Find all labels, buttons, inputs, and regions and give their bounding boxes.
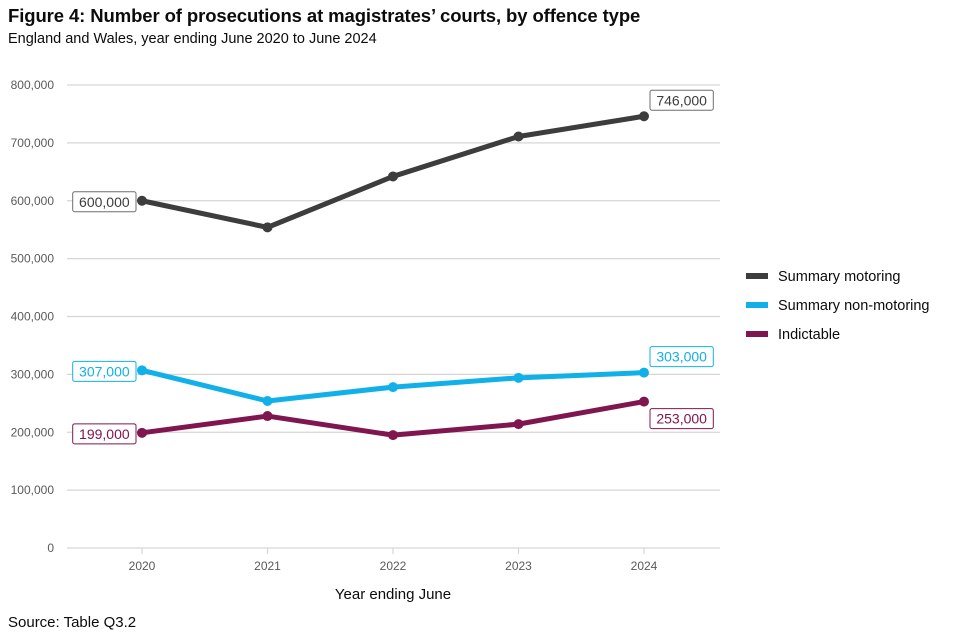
data-point — [262, 411, 273, 422]
data-point — [388, 430, 398, 441]
data-label-box — [72, 191, 137, 213]
data-point — [513, 419, 524, 430]
legend-label: Summary non-motoring — [778, 298, 930, 314]
legend-label: Summary motoring — [778, 269, 900, 285]
data-label-text: 307,000 — [79, 363, 130, 379]
y-tick-label: 200,000 — [11, 425, 55, 439]
series-indictable — [137, 396, 649, 441]
legend-item: Indictable — [746, 327, 840, 343]
data-label-text: 600,000 — [79, 194, 130, 210]
gridlines — [67, 84, 720, 549]
data-point — [388, 171, 398, 182]
x-tick-label: 2020 — [129, 559, 156, 573]
y-tick-label: 400,000 — [11, 310, 55, 324]
data-label: 253,000 — [649, 408, 714, 430]
data-point — [388, 382, 398, 393]
legend-swatch — [746, 273, 768, 279]
y-tick-label: 300,000 — [11, 367, 55, 381]
data-label: 199,000 — [72, 423, 137, 445]
data-point — [137, 427, 147, 438]
x-tick-label: 2022 — [380, 559, 407, 573]
data-point — [137, 365, 147, 376]
data-label-text: 303,000 — [656, 349, 707, 365]
data-point — [639, 367, 649, 378]
data-point — [513, 131, 524, 142]
data-label-box — [649, 346, 714, 368]
x-axis-label: Year ending June — [335, 586, 451, 603]
data-point — [639, 396, 649, 407]
y-tick-label: 700,000 — [11, 136, 55, 150]
data-label: 600,000 — [72, 191, 137, 213]
y-tick-label: 0 — [47, 541, 54, 555]
y-tick-label: 500,000 — [11, 252, 55, 266]
data-point — [137, 195, 147, 206]
legend: Summary motoring Summary non-motoring Indi… — [746, 269, 930, 343]
y-tick-label: 100,000 — [11, 483, 55, 497]
series-summary-motoring — [137, 111, 649, 233]
source-note: Source: Table Q3.2 — [8, 614, 137, 631]
data-point — [513, 372, 524, 383]
x-tick-label: 2023 — [505, 559, 532, 573]
data-point — [262, 222, 273, 233]
y-axis: 0 100,000 200,000 300,000 400,000 500,000 600,… — [11, 78, 55, 555]
data-label-box — [72, 423, 137, 445]
legend-label: Indictable — [778, 327, 840, 343]
data-label-box — [649, 89, 714, 111]
series-line — [139, 399, 647, 438]
data-label-text: 199,000 — [79, 426, 130, 442]
legend-swatch — [746, 302, 768, 308]
legend-item: Summary non-motoring — [746, 298, 930, 314]
data-label: 746,000 — [649, 89, 714, 111]
x-axis: 2020 2021 2022 2023 2024 — [129, 548, 658, 573]
data-label-text: 253,000 — [656, 411, 707, 427]
series-summary-non-motoring — [137, 365, 649, 406]
chart-title: Figure 4: Number of prosecutions at magi… — [8, 5, 641, 26]
chart-subtitle: England and Wales, year ending June 2020… — [8, 31, 377, 47]
data-label: 303,000 — [649, 346, 714, 368]
y-tick-label: 800,000 — [11, 78, 55, 92]
data-point — [262, 395, 273, 406]
x-tick-label: 2024 — [631, 559, 658, 573]
data-point — [639, 111, 649, 122]
data-label: 307,000 — [72, 360, 137, 382]
legend-item: Summary motoring — [746, 269, 900, 285]
series-lines — [137, 111, 649, 441]
data-label-box — [649, 408, 714, 430]
data-label-text: 746,000 — [656, 92, 707, 108]
legend-swatch — [746, 331, 768, 337]
y-tick-label: 600,000 — [11, 194, 55, 208]
data-labels: 600,000 746,000 307,000 303,000 199,000 253,0… — [72, 89, 714, 445]
data-label-box — [72, 360, 137, 382]
x-tick-label: 2021 — [254, 559, 281, 573]
